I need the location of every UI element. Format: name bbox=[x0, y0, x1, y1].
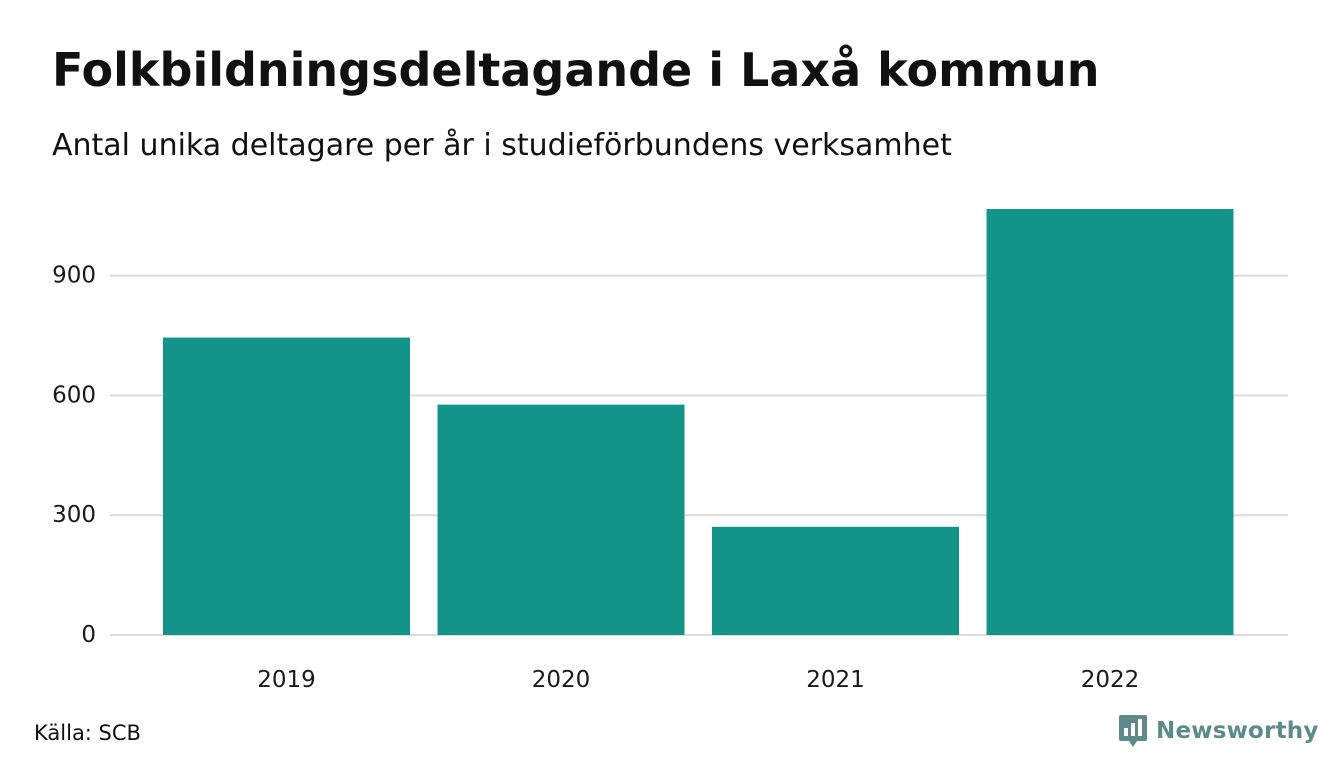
bars bbox=[163, 209, 1234, 635]
bar-2019 bbox=[163, 337, 410, 635]
bar-2020 bbox=[437, 404, 685, 635]
brand-logo: Newsworthy bbox=[1118, 713, 1319, 749]
x-tick-label: 2021 bbox=[806, 667, 865, 693]
x-tick-label: 2019 bbox=[257, 667, 316, 693]
x-tick-label: 2020 bbox=[532, 667, 591, 693]
chart-title: Folkbildningsdeltagande i Laxå kommun bbox=[52, 43, 1100, 97]
y-tick-label: 900 bbox=[52, 263, 96, 289]
x-axis-tick-labels: 2019 2020 2021 2022 bbox=[257, 667, 1139, 693]
bar-2021 bbox=[712, 526, 959, 635]
newsworthy-logo-icon bbox=[1119, 715, 1147, 747]
y-tick-label: 0 bbox=[81, 622, 96, 648]
bar-2022 bbox=[986, 209, 1234, 635]
chart-subtitle: Antal unika deltagare per år i studieför… bbox=[52, 128, 952, 163]
source-note: Källa: SCB bbox=[34, 721, 141, 745]
x-tick-label: 2022 bbox=[1081, 667, 1140, 693]
y-axis-tick-labels: 0 300 600 900 bbox=[52, 263, 96, 648]
brand-name: Newsworthy bbox=[1156, 718, 1319, 744]
y-tick-label: 300 bbox=[52, 502, 96, 528]
y-tick-label: 600 bbox=[52, 382, 96, 408]
